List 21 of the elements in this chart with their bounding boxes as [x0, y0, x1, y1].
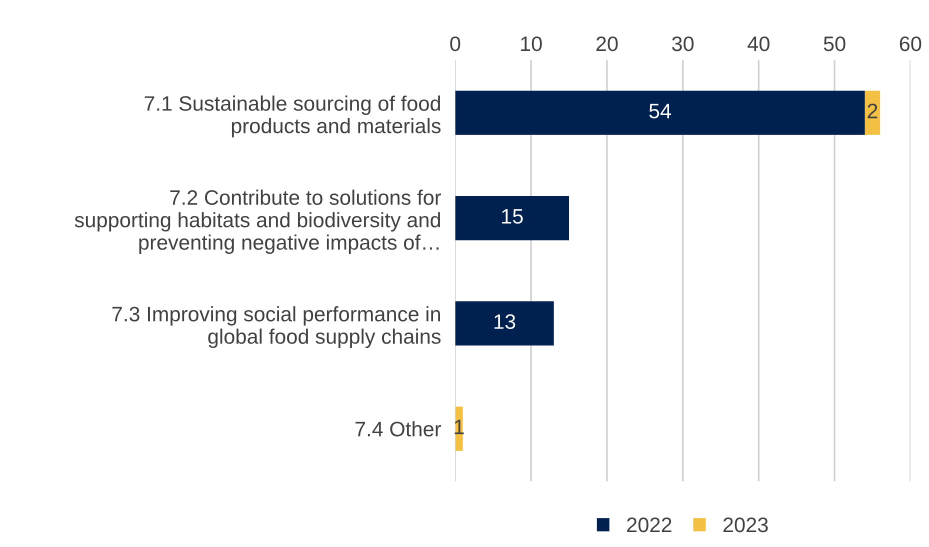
data-label: 54 [649, 104, 672, 118]
x-tick-label: 30 [672, 36, 694, 52]
y-tick-label: 7.4 Other [356, 421, 441, 436]
x-tick-label: 40 [748, 36, 770, 52]
legend-label: 2023 [723, 518, 768, 532]
y-tick-label: 7.3 Improving social performance in global food supply chains [112, 306, 441, 348]
bar [455, 196, 570, 240]
y-tick-label: 7.1 Sustainable sourcing of food products and materials [144, 96, 441, 138]
x-tick-label: 60 [900, 36, 922, 52]
x-tick-label: 10 [521, 36, 542, 52]
legend-label: 2022 [627, 518, 672, 532]
x-tick-label: 50 [824, 36, 846, 52]
y-tick-label: 7.2 Contribute to solutions for supporting habitats and biodiversity and preventing negative impacts of… [74, 190, 441, 254]
data-label: 13 [494, 314, 516, 330]
data-label: 15 [502, 209, 523, 224]
bar [455, 301, 554, 346]
bar [455, 90, 865, 135]
x-tick-label: 20 [596, 36, 618, 52]
bar [864, 90, 880, 135]
x-tick-label: 0 [450, 36, 460, 52]
data-label: 2 [868, 104, 878, 118]
